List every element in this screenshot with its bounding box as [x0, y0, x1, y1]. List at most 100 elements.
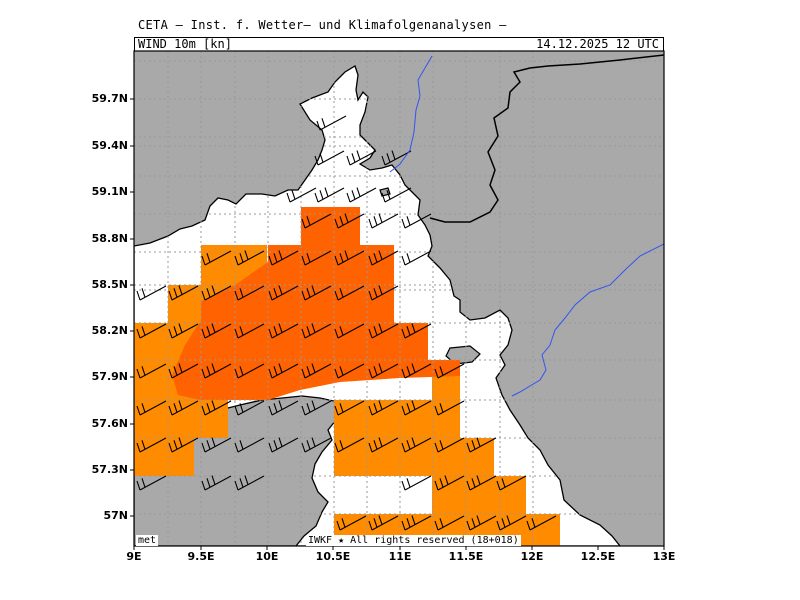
wind-barb [434, 400, 465, 416]
wind-barb [301, 363, 332, 379]
wind-barb [368, 363, 399, 379]
lon-label: 13E [652, 550, 676, 563]
wind-barb [301, 437, 332, 453]
wind-barb [268, 285, 299, 301]
wind-barb [368, 250, 399, 266]
wind-barb [136, 363, 167, 379]
wind-barb [201, 400, 232, 416]
wind-barb [268, 363, 299, 379]
wind-barb [286, 187, 317, 203]
wind-barb [466, 475, 497, 491]
wind-barb [234, 475, 265, 491]
lat-label: 59.4N [91, 139, 128, 152]
wind-barb [301, 250, 332, 266]
map-frame [133, 50, 665, 547]
wind-barb [336, 515, 367, 531]
wind-barb [381, 150, 412, 166]
lat-label: 59.7N [91, 92, 128, 105]
lat-label: 57.3N [91, 463, 128, 476]
wind-barb [201, 250, 232, 266]
wind-barbs [136, 115, 557, 531]
river [511, 243, 664, 397]
wind-barb [268, 400, 299, 416]
lat-label: 59.1N [91, 185, 128, 198]
wind-barb [136, 285, 167, 301]
lon-label: 10E [255, 550, 279, 563]
map-title: CETA — Inst. f. Wetter— und Klimafolgena… [138, 18, 507, 32]
wind-barb [526, 515, 557, 531]
wind-barb [466, 515, 497, 531]
wind-barb [401, 323, 432, 339]
wind-barb [136, 400, 167, 416]
wind-barb [136, 323, 167, 339]
lon-label: 9.5E [187, 550, 215, 563]
wind-barb [381, 187, 412, 203]
lat-label: 57N [103, 509, 128, 522]
wind-barb [334, 363, 365, 379]
lat-label: 57.9N [91, 370, 128, 383]
wind-barb [234, 363, 265, 379]
lat-label: 58.2N [91, 324, 128, 337]
wind-barb [168, 285, 199, 301]
wind-barb [434, 363, 465, 379]
parameter-label: WIND_10m_[kn] [138, 37, 232, 51]
wind-barb [401, 363, 432, 379]
wind-barb [434, 475, 465, 491]
wind-cell-light [134, 438, 194, 476]
wind-barb [496, 515, 527, 531]
footer-left: met [136, 535, 159, 546]
wind-barb [314, 187, 345, 203]
axis-ticks [130, 98, 665, 550]
wind-barb [301, 323, 332, 339]
wind-barb [234, 400, 265, 416]
wind-barb [168, 400, 199, 416]
wind-barb [334, 437, 365, 453]
wind-barb [368, 285, 399, 301]
wind-barb [346, 150, 377, 166]
wind-barb [168, 323, 199, 339]
lat-label: 58.8N [91, 232, 128, 245]
wind-barb [316, 115, 347, 131]
wind-barb [368, 437, 399, 453]
lat-lon-grid [134, 51, 664, 546]
wind-barb [301, 400, 332, 416]
wind-barb [168, 437, 199, 453]
wind-barb [401, 437, 432, 453]
lon-label: 11E [388, 550, 412, 563]
wind-barb [268, 250, 299, 266]
lon-label: 12.5E [580, 550, 616, 563]
wind-barb [201, 363, 232, 379]
wind-barb [346, 187, 377, 203]
wind-barb [368, 323, 399, 339]
wind-barb [401, 213, 432, 229]
wind-barb [136, 475, 167, 491]
footer-right: IWKF ★ All rights reserved (18+018) [306, 535, 521, 546]
wind-barb [314, 150, 345, 166]
wind-barb [368, 213, 399, 229]
wind-cell-dark [172, 207, 460, 400]
coastline-sweden [429, 54, 664, 223]
wind-barb [136, 437, 167, 453]
wind-barb [401, 475, 432, 491]
wind-barb [201, 285, 232, 301]
wind-barb [368, 400, 399, 416]
lat-label: 57.6N [91, 417, 128, 430]
river [389, 55, 433, 173]
wind-cell-light [168, 285, 202, 325]
wind-barb [201, 323, 232, 339]
lat-label: 58.5N [91, 278, 128, 291]
wind-barb [234, 323, 265, 339]
wind-barb [401, 400, 432, 416]
wind-barb [434, 437, 465, 453]
lon-label: 10.5E [315, 550, 351, 563]
wind-barb [434, 515, 465, 531]
lon-label: 9E [126, 550, 142, 563]
lon-label: 12E [520, 550, 544, 563]
valid-time: 14.12.2025 12 UTC [536, 37, 659, 51]
wind-barb [466, 437, 497, 453]
lon-label: 11.5E [448, 550, 484, 563]
wind-barb [234, 437, 265, 453]
wind-barb [168, 363, 199, 379]
wind-barb [334, 213, 365, 229]
wind-barb [334, 285, 365, 301]
